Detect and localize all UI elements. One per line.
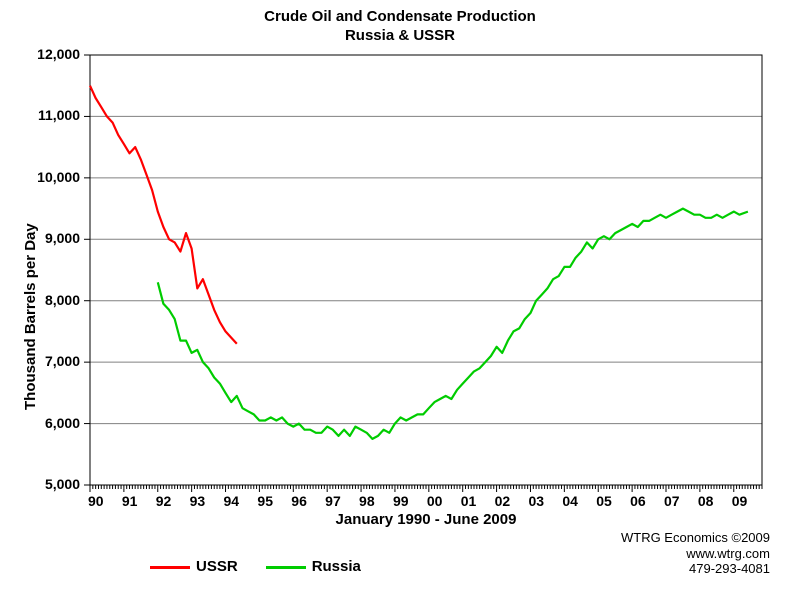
x-tick-label: 05 [596,493,612,509]
legend: USSR Russia [150,558,389,575]
x-tick-label: 06 [630,493,646,509]
x-tick-label: 02 [495,493,511,509]
legend-item: USSR [150,558,238,575]
y-tick-label: 7,000 [0,353,80,369]
y-tick-label: 8,000 [0,292,80,308]
series-russia [158,209,748,439]
y-tick-label: 11,000 [0,107,80,123]
x-tick-label: 91 [122,493,138,509]
x-tick-label: 07 [664,493,680,509]
x-tick-label: 92 [156,493,172,509]
chart-plot-area [0,0,800,600]
plot-border [90,55,762,485]
source-credit: WTRG Economics ©2009www.wtrg.com479-293-… [621,530,770,577]
legend-label: Russia [312,558,361,575]
x-tick-label: 97 [325,493,341,509]
legend-item: Russia [266,558,361,575]
x-tick-label: 08 [698,493,714,509]
x-tick-label: 95 [257,493,273,509]
x-tick-label: 96 [291,493,307,509]
x-tick-label: 93 [190,493,206,509]
legend-label: USSR [196,558,238,575]
x-tick-label: 90 [88,493,104,509]
legend-swatch [150,566,190,569]
y-tick-label: 9,000 [0,230,80,246]
x-tick-label: 09 [732,493,748,509]
x-axis-label: January 1990 - June 2009 [90,511,762,528]
x-tick-label: 04 [562,493,578,509]
credit-line: 479-293-4081 [621,561,770,577]
x-tick-label: 00 [427,493,443,509]
x-tick-label: 01 [461,493,477,509]
y-tick-label: 5,000 [0,476,80,492]
x-tick-label: 98 [359,493,375,509]
x-tick-label: 03 [528,493,544,509]
y-tick-label: 12,000 [0,46,80,62]
x-tick-label: 94 [224,493,240,509]
credit-line: WTRG Economics ©2009 [621,530,770,546]
legend-swatch [266,566,306,569]
credit-line: www.wtrg.com [621,546,770,562]
x-tick-label: 99 [393,493,409,509]
y-tick-label: 6,000 [0,415,80,431]
y-tick-label: 10,000 [0,169,80,185]
